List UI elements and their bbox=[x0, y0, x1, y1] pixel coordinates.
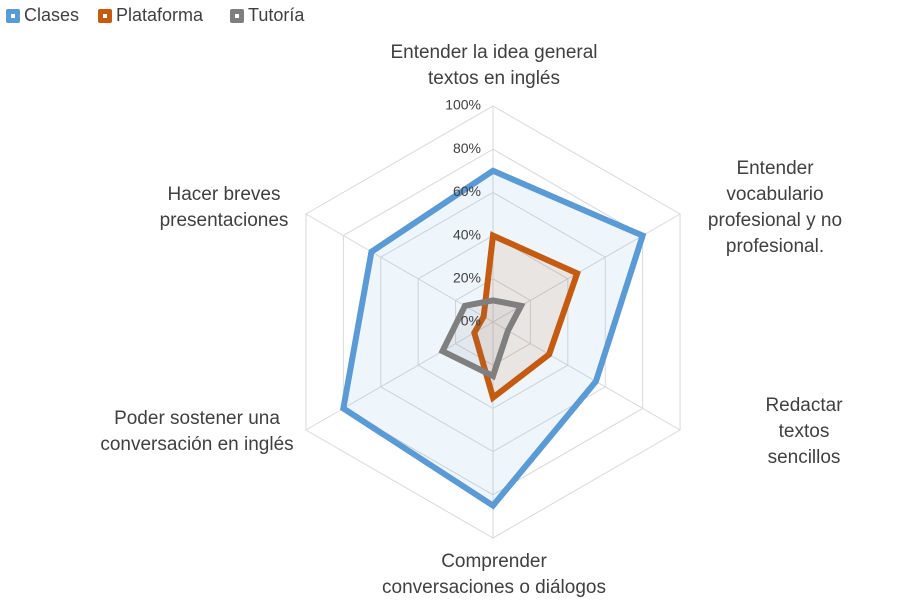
r-tick-label: 20% bbox=[453, 270, 481, 286]
axis-spoke bbox=[305, 321, 494, 431]
category-label: Poder sostener una conversación en inglé… bbox=[100, 408, 294, 455]
series-area bbox=[438, 297, 526, 381]
legend-swatch bbox=[6, 8, 20, 23]
r-tick-label: 0% bbox=[461, 313, 481, 329]
r-tick-label: 80% bbox=[453, 140, 481, 156]
r-tick-label: 40% bbox=[453, 226, 481, 242]
series-area bbox=[340, 167, 647, 510]
r-tick-label: 100% bbox=[445, 97, 481, 113]
legend-swatch bbox=[230, 8, 244, 23]
category-label: Entender vocabulario profesional y no pr… bbox=[707, 158, 843, 257]
r-tick-label: 60% bbox=[453, 183, 481, 199]
axis-spoke bbox=[305, 213, 494, 323]
legend-item: Tutoría bbox=[230, 5, 304, 26]
legend-label: Plataforma bbox=[116, 5, 204, 25]
legend-label: Tutoría bbox=[248, 5, 305, 25]
category-label: Entender la idea general textos en inglé… bbox=[390, 42, 598, 89]
category-label: Redactar textos sencillos bbox=[765, 395, 843, 468]
category-label: Hacer breves presentaciones bbox=[159, 184, 289, 231]
legend-item: Clases bbox=[6, 5, 79, 26]
axis-spoke bbox=[492, 321, 681, 431]
legend-label: Clases bbox=[24, 5, 80, 25]
category-label: Comprender conversaciones o diálogos bbox=[382, 551, 606, 598]
legend-item: Plataforma bbox=[98, 5, 203, 26]
legend-swatch bbox=[98, 8, 112, 23]
